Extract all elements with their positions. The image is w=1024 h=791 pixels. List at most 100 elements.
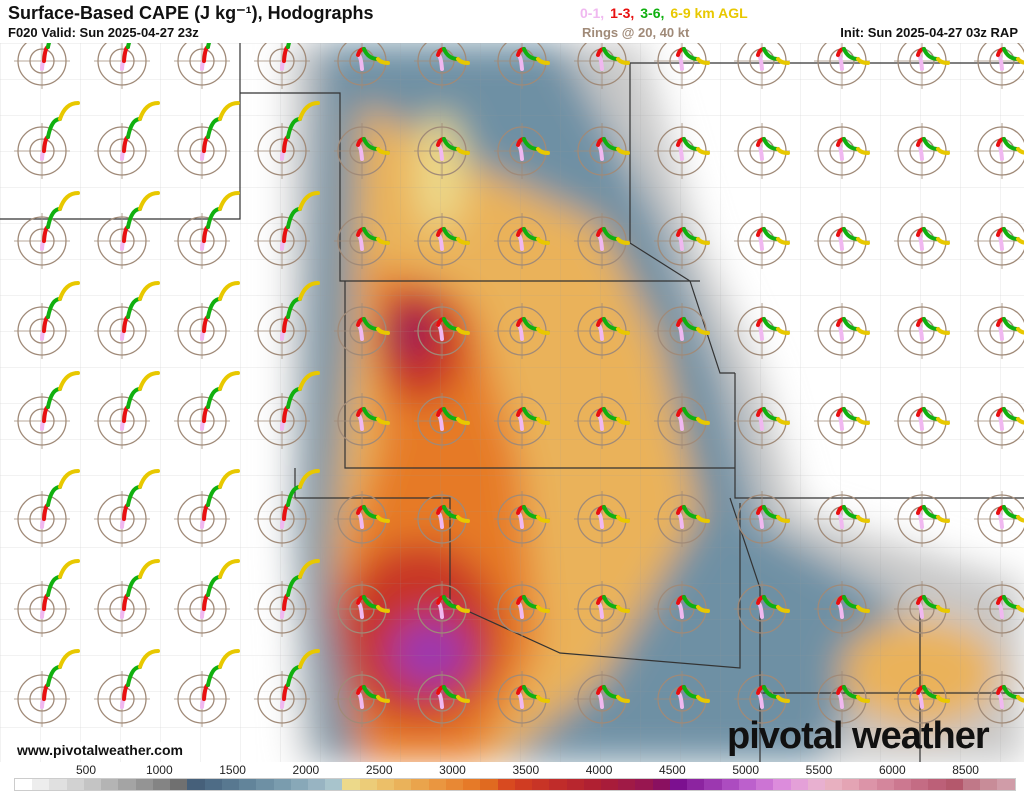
hodograph xyxy=(414,303,470,359)
colorbar-swatch xyxy=(394,779,412,790)
hodograph xyxy=(254,371,320,449)
colorbar-swatch xyxy=(583,779,601,790)
hodograph xyxy=(94,281,160,359)
colorbar-swatch xyxy=(497,779,515,790)
hodograph xyxy=(494,671,550,727)
legend-item: 1-3, xyxy=(610,5,635,21)
colorbar-tick: 6000 xyxy=(878,763,906,777)
colorbar-swatch xyxy=(49,779,67,790)
hodograph xyxy=(414,43,470,89)
colorbar-swatch xyxy=(15,779,33,790)
colorbar-tick: 4500 xyxy=(659,763,686,777)
hodograph xyxy=(974,303,1024,359)
colorbar-swatch xyxy=(859,779,877,790)
hodograph xyxy=(734,123,790,179)
colorbar-swatch xyxy=(687,779,705,790)
colorbar-swatch xyxy=(618,779,636,790)
hodograph xyxy=(654,393,710,449)
hodograph xyxy=(974,581,1024,637)
colorbar-swatch xyxy=(532,779,550,790)
hodograph xyxy=(94,101,160,179)
hodograph xyxy=(14,469,80,547)
hodograph xyxy=(654,671,710,727)
hodograph xyxy=(574,303,630,359)
hodograph xyxy=(14,649,80,727)
colorbar-swatch xyxy=(118,779,136,790)
colorbar-swatch xyxy=(825,779,843,790)
hodograph xyxy=(894,213,950,269)
hodograph xyxy=(14,101,80,179)
cape-hodograph-map xyxy=(0,43,1024,762)
colorbar-swatch xyxy=(842,779,860,790)
hodograph xyxy=(734,303,790,359)
hodograph xyxy=(254,559,320,637)
hodograph xyxy=(974,393,1024,449)
hodograph xyxy=(734,671,790,727)
hodograph xyxy=(334,581,390,637)
colorbar-swatch xyxy=(600,779,619,790)
colorbar-swatch xyxy=(187,779,205,790)
hodograph xyxy=(574,671,630,727)
hodograph xyxy=(174,43,230,89)
hodograph xyxy=(494,491,550,547)
hodograph xyxy=(734,43,790,89)
hodograph xyxy=(334,303,390,359)
hodograph xyxy=(574,213,630,269)
colorbar-swatch xyxy=(790,779,808,790)
colorbar-tick: 2500 xyxy=(365,763,393,777)
hodograph xyxy=(334,213,390,269)
colorbar-swatch xyxy=(669,779,688,790)
hodograph xyxy=(814,671,870,727)
colorbar-swatch xyxy=(549,779,567,790)
colorbar-swatch xyxy=(376,779,395,790)
hodograph xyxy=(894,671,950,727)
colorbar-ticks: 500 1000 1500 2000 2500 3000 3500 4000 4500 5000 5… xyxy=(0,763,1024,777)
hodograph xyxy=(494,303,550,359)
hodograph xyxy=(14,281,80,359)
colorbar-swatch xyxy=(411,779,429,790)
hodograph xyxy=(254,191,320,269)
hodograph xyxy=(574,581,630,637)
colorbar-swatch xyxy=(445,779,464,790)
legend-item: 0-1, xyxy=(580,5,605,21)
hodograph xyxy=(94,559,160,637)
colorbar-swatch xyxy=(962,779,981,790)
hodograph xyxy=(414,393,470,449)
colorbar-swatch xyxy=(928,779,946,790)
hodograph xyxy=(574,123,630,179)
hodograph xyxy=(174,281,240,359)
colorbar-swatch xyxy=(101,779,119,790)
hodograph xyxy=(174,191,240,269)
colorbar-tick: 500 xyxy=(75,763,97,777)
hodograph xyxy=(254,101,320,179)
colorbar-tick: 3500 xyxy=(512,763,540,777)
hodograph xyxy=(494,43,550,89)
hodograph xyxy=(94,371,160,449)
hodograph xyxy=(334,43,390,89)
colorbar-swatch xyxy=(256,779,274,790)
hodograph xyxy=(494,123,550,179)
hodograph-legend: 0-1, 1-3, 3-6, 6-9 km AGL xyxy=(580,5,754,21)
valid-time: F020 Valid: Sun 2025-04-27 23z xyxy=(8,25,199,40)
colorbar-swatch xyxy=(221,779,240,790)
hodograph xyxy=(814,303,870,359)
hodograph xyxy=(974,43,1024,89)
colorbar-swatch xyxy=(704,779,722,790)
hodograph xyxy=(654,123,710,179)
colorbar-swatch xyxy=(980,779,998,790)
hodograph xyxy=(414,491,470,547)
colorbar-tick: 3000 xyxy=(439,763,466,777)
hodograph xyxy=(814,43,870,89)
colorbar-swatch xyxy=(170,779,188,790)
hodograph xyxy=(814,393,870,449)
hodograph xyxy=(174,649,240,727)
hodograph xyxy=(334,393,390,449)
hodograph xyxy=(974,491,1024,547)
colorbar-swatch xyxy=(290,779,308,790)
hodograph xyxy=(494,213,550,269)
colorbar-swatch xyxy=(66,779,84,790)
hodograph xyxy=(734,491,790,547)
hodograph xyxy=(734,213,790,269)
hodograph xyxy=(334,671,390,727)
colorbar-swatch xyxy=(152,779,171,790)
